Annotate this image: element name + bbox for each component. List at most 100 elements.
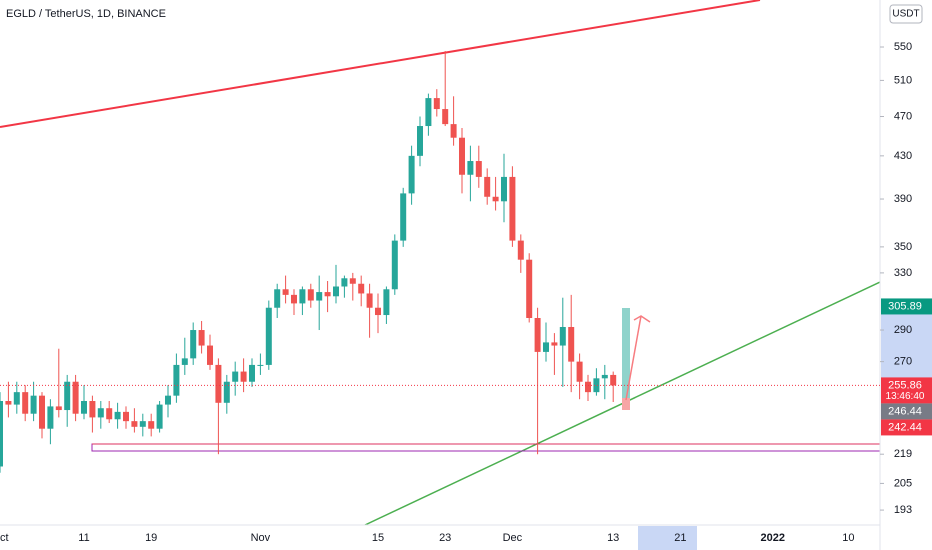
candle-body <box>442 109 449 125</box>
y-tick-label: 510 <box>894 74 912 86</box>
trend-line <box>0 0 761 128</box>
candle-body <box>240 371 247 382</box>
candle-body <box>22 392 29 414</box>
y-tick-label: 350 <box>894 241 912 253</box>
candle-body <box>291 294 297 304</box>
candle-body <box>526 259 533 318</box>
candle-body <box>81 401 87 414</box>
candle-body <box>131 421 138 427</box>
candle-body <box>249 364 255 382</box>
candle-body <box>39 395 45 429</box>
candle-body <box>484 176 491 197</box>
candle-body <box>47 406 54 429</box>
x-tick-label: Oct <box>0 532 9 544</box>
candle-body <box>450 124 457 138</box>
currency: USDT <box>892 9 919 20</box>
candle-body <box>97 408 104 418</box>
candle-body <box>64 381 71 411</box>
candle-body <box>148 421 155 429</box>
y-tick-label: 193 <box>894 504 912 516</box>
candle-body <box>534 317 541 352</box>
candle-body <box>207 345 213 365</box>
x-tick-label: 11 <box>78 532 89 544</box>
projection-arrow <box>633 315 651 323</box>
candle-body <box>543 342 549 352</box>
x-tick-label: 10 <box>842 532 854 544</box>
candle-body <box>0 401 3 467</box>
candle-body <box>610 374 617 386</box>
candle-body <box>341 278 348 287</box>
countdown: 13:46:40 <box>886 391 925 402</box>
candle-body <box>492 196 499 202</box>
candle-body <box>173 364 180 396</box>
candle-body <box>139 421 146 427</box>
candle-body <box>391 240 398 290</box>
candle-body <box>72 381 79 414</box>
candle-body <box>467 161 474 175</box>
candle-body <box>383 289 390 316</box>
candle-body <box>601 374 608 379</box>
candle-body <box>333 286 339 297</box>
candle-body <box>517 240 524 260</box>
x-tick-label: Dec <box>503 532 523 544</box>
y-tick-label: 270 <box>894 356 912 368</box>
candle-body <box>400 193 407 241</box>
price-label: 255.86 <box>888 379 922 391</box>
candle-body <box>366 293 373 308</box>
currency-box <box>889 4 923 24</box>
candle-body <box>123 411 129 422</box>
x-tick-label: 2022 <box>761 532 785 544</box>
candle-body <box>274 289 281 308</box>
x-tick-label: 23 <box>439 532 451 544</box>
candle-body <box>114 411 121 420</box>
candle-body <box>5 401 12 405</box>
y-tick-label: 205 <box>894 477 912 489</box>
candle-body <box>13 392 20 405</box>
price-label-box <box>881 377 932 404</box>
x-tick-label: 15 <box>372 532 384 544</box>
candle-body <box>232 371 239 382</box>
candle-body <box>358 283 365 294</box>
price-label-box <box>881 419 932 436</box>
candle-body <box>282 289 289 295</box>
candle-body <box>265 307 272 365</box>
candle-body <box>408 155 415 194</box>
candle-body <box>475 161 482 177</box>
candle-body <box>55 406 62 411</box>
candle-body <box>299 289 306 304</box>
price-label: 305.89 <box>888 300 922 312</box>
projection-arrow <box>625 315 642 401</box>
x-tick-label: 19 <box>145 532 157 544</box>
candle-body <box>576 361 583 382</box>
y-tick-label: 219 <box>894 448 912 460</box>
candle-body <box>509 176 516 241</box>
candle-body <box>215 364 222 403</box>
candle-body <box>425 98 432 127</box>
candle-body <box>257 364 264 366</box>
candle-body <box>593 378 600 393</box>
candle-body <box>223 381 230 403</box>
candle-body <box>165 395 171 405</box>
price-label-box <box>881 298 932 315</box>
candle-body <box>559 326 566 346</box>
candle-body <box>349 278 356 284</box>
price-label-box <box>881 403 932 420</box>
candle-body <box>375 307 381 316</box>
y-tick-label: 430 <box>894 150 912 162</box>
candle-body <box>89 401 96 418</box>
x-tick-label: 13 <box>607 532 619 544</box>
candle-body <box>198 330 205 346</box>
x-tick-label: Nov <box>251 532 271 544</box>
chart-title: EGLD / TetherUS, 1D, BINANCE <box>6 8 166 20</box>
y-tick-label: 290 <box>894 324 912 336</box>
y-tick-label: 390 <box>894 193 912 205</box>
candle-body <box>324 292 331 297</box>
candle-body <box>106 408 113 420</box>
price-label: 246.44 <box>888 405 922 417</box>
candle-body <box>459 137 465 175</box>
projection-bar <box>622 398 630 410</box>
y-tick-label: 470 <box>894 110 912 122</box>
candle-body <box>156 404 163 429</box>
